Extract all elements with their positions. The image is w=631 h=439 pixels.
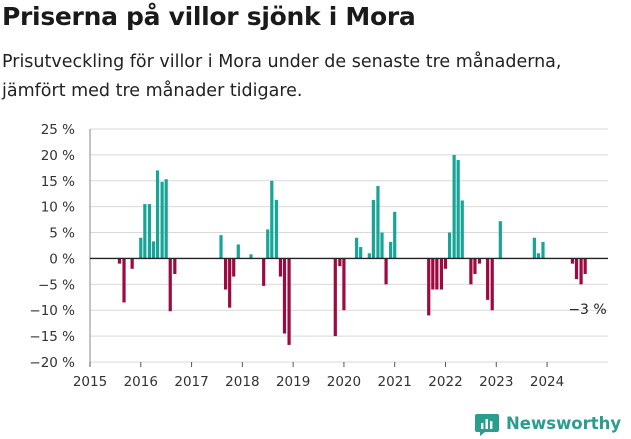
bar — [151, 241, 156, 259]
bar — [490, 258, 494, 311]
bar — [278, 258, 283, 277]
bar — [498, 221, 502, 259]
bar — [160, 181, 164, 259]
bar — [122, 258, 126, 303]
bar — [147, 204, 152, 259]
y-tick-label: −5 % — [38, 277, 75, 293]
bar — [130, 258, 134, 269]
bar — [389, 241, 393, 259]
x-axis: 2015 2016 2017 2018 2019 2020 2021 2022 2023 2024 — [73, 129, 564, 390]
bar — [333, 258, 337, 337]
bar — [443, 258, 448, 269]
brand-logo: Newsworthy — [474, 410, 621, 436]
bar — [583, 258, 587, 274]
latest-value-label: −3 % — [568, 302, 606, 318]
x-tick-label: 2019 — [276, 374, 310, 390]
bar — [452, 154, 456, 259]
bar — [532, 237, 536, 259]
bar — [460, 200, 464, 259]
bar — [287, 258, 291, 345]
y-tick-label: 10 % — [41, 200, 75, 216]
bar — [447, 232, 452, 259]
chart-title: Priserna på villor sjönk i Mora — [2, 2, 416, 31]
bar — [435, 258, 439, 290]
brand-name: Newsworthy — [506, 413, 622, 433]
bar — [173, 258, 177, 274]
bar — [469, 258, 473, 285]
bar — [168, 258, 172, 312]
bar — [380, 232, 384, 259]
bar — [376, 185, 380, 259]
bar — [570, 258, 575, 264]
bar — [473, 258, 477, 274]
bar — [359, 247, 363, 259]
bar — [232, 258, 236, 277]
bar — [228, 258, 232, 308]
bar — [477, 258, 482, 264]
y-axis: 25 % 20 % 15 % 10 % 5 % 0 % −5 % −10 % −15 % −20 … — [29, 122, 75, 371]
y-tick-label: 0 % — [49, 251, 75, 267]
chart-subtitle: Prisutveckling för villor i Mora under d… — [2, 52, 562, 101]
x-tick-label: 2018 — [225, 374, 259, 390]
x-tick-label: 2015 — [73, 374, 107, 390]
y-tick-label: 20 % — [41, 148, 75, 164]
bar — [384, 258, 388, 285]
bar — [223, 258, 228, 290]
gridlines — [90, 128, 608, 363]
x-tick-label: 2023 — [479, 374, 513, 390]
bars — [117, 154, 587, 345]
y-tick-label: −15 % — [29, 329, 75, 345]
bar — [164, 179, 168, 259]
bar — [143, 204, 147, 259]
bar — [431, 258, 435, 290]
x-tick-label: 2024 — [530, 374, 564, 390]
bar — [574, 258, 579, 280]
bar — [117, 258, 122, 264]
bar — [262, 258, 266, 286]
bar — [342, 258, 346, 311]
x-tick-label: 2020 — [327, 374, 361, 390]
bar — [371, 199, 375, 259]
x-tick-label: 2022 — [428, 374, 462, 390]
bar — [541, 241, 545, 259]
bar — [219, 235, 223, 259]
bar — [439, 258, 444, 290]
bar — [139, 237, 143, 259]
bar — [367, 253, 371, 259]
y-tick-label: −10 % — [29, 303, 75, 319]
bar — [282, 258, 287, 334]
bar — [338, 258, 342, 267]
x-tick-label: 2016 — [124, 374, 158, 390]
bar — [236, 244, 240, 259]
y-tick-label: 15 % — [41, 174, 75, 190]
bar — [266, 229, 270, 259]
bar — [270, 180, 274, 259]
bar — [155, 170, 160, 259]
y-tick-label: 25 % — [41, 122, 75, 138]
x-tick-label: 2017 — [174, 374, 208, 390]
bar — [355, 237, 359, 259]
newsworthy-chart-logo-icon — [475, 414, 499, 436]
bar — [486, 258, 490, 300]
bar — [249, 254, 253, 259]
y-tick-label: −20 % — [29, 355, 75, 371]
bar — [274, 199, 278, 259]
bar — [456, 160, 460, 259]
bar — [393, 211, 397, 259]
bar — [427, 258, 431, 316]
bar — [536, 253, 541, 259]
x-tick-label: 2021 — [378, 374, 412, 390]
y-tick-label: 5 % — [49, 226, 75, 242]
bar — [579, 258, 583, 285]
